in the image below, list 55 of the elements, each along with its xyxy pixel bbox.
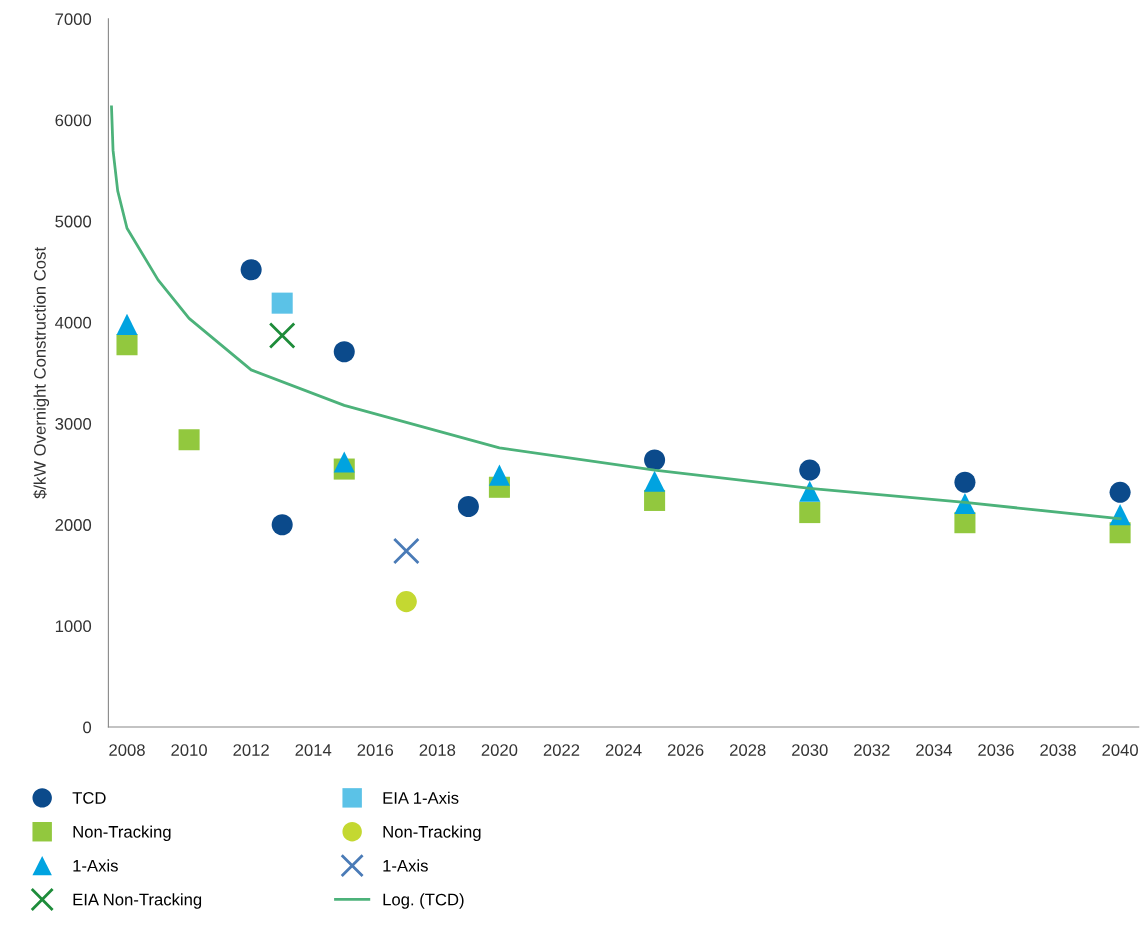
point bbox=[954, 512, 976, 534]
y-tick-label: 1000 bbox=[55, 620, 92, 633]
y-tick-label: 6000 bbox=[55, 114, 92, 127]
x-tick-label: 2028 bbox=[729, 744, 766, 756]
point bbox=[333, 451, 355, 473]
point bbox=[240, 259, 262, 281]
x-tick-label: 2032 bbox=[854, 744, 890, 756]
x-tick-label: 2014 bbox=[295, 744, 332, 756]
point bbox=[268, 322, 296, 349]
y-tick-label: 3000 bbox=[55, 417, 92, 430]
y-tick-label: 5000 bbox=[55, 215, 92, 228]
point bbox=[644, 489, 666, 511]
point bbox=[116, 334, 138, 356]
point bbox=[799, 502, 821, 524]
legend-label: Non-Tracking bbox=[383, 825, 481, 842]
x-tick-label: 2008 bbox=[109, 744, 145, 756]
point bbox=[395, 591, 417, 613]
y-axis-title: $/kW Overnight Construction Cost bbox=[33, 247, 50, 499]
x-tick-label: 2024 bbox=[605, 744, 642, 756]
legend-label: 1-Axis bbox=[73, 859, 118, 872]
x-tick-label: 2016 bbox=[357, 744, 394, 756]
x-tick-label: 2030 bbox=[792, 744, 828, 756]
x-tick-label: 2036 bbox=[978, 744, 1014, 756]
point bbox=[799, 459, 821, 481]
y-tick-label: 7000 bbox=[55, 13, 92, 26]
point bbox=[954, 471, 976, 493]
point bbox=[271, 292, 293, 314]
point bbox=[457, 495, 479, 518]
point bbox=[178, 429, 200, 451]
point bbox=[271, 514, 293, 536]
x-tick-label: 2022 bbox=[543, 744, 580, 756]
x-tick-label: 2038 bbox=[1040, 744, 1076, 756]
y-tick-label: 2000 bbox=[55, 519, 92, 531]
point bbox=[1109, 481, 1131, 503]
x-tick-label: 2040 bbox=[1102, 744, 1138, 756]
y-tick-label: 0 bbox=[83, 721, 92, 734]
x-tick-label: 2020 bbox=[481, 744, 518, 756]
x-tick-label: 2034 bbox=[916, 744, 952, 756]
point bbox=[116, 313, 138, 335]
legend-label: EIA Non-Tracking bbox=[73, 893, 202, 909]
y-tick-label: 4000 bbox=[55, 316, 92, 329]
x-tick-label: 2012 bbox=[233, 744, 269, 756]
point bbox=[333, 341, 355, 363]
x-tick-label: 2010 bbox=[171, 744, 207, 756]
point bbox=[392, 537, 420, 565]
legend-label: EIA 1-Axis bbox=[383, 791, 459, 804]
point bbox=[644, 470, 666, 492]
x-tick-label: 2018 bbox=[419, 744, 456, 756]
legend-label: 1-Axis bbox=[383, 859, 428, 872]
point bbox=[488, 464, 510, 486]
legend-label: Log. (TCD) bbox=[383, 893, 464, 909]
legend-label: TCD bbox=[72, 792, 106, 804]
point bbox=[644, 449, 666, 471]
legend-label: Non-Tracking bbox=[73, 825, 171, 842]
x-tick-label: 2026 bbox=[667, 744, 704, 756]
